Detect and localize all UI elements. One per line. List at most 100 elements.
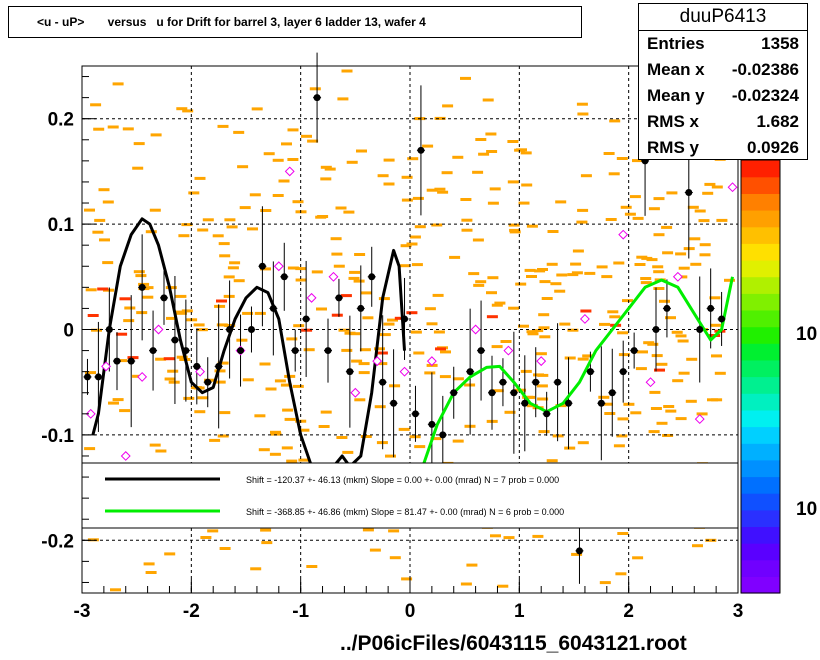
x-tick-label: 3 [733,601,744,622]
hist-cell [94,218,106,222]
hist-cell [437,190,449,194]
hist-cell [650,407,662,410]
hist-cell [214,304,226,308]
hist-cell [491,303,503,307]
profile-marker [113,357,121,365]
hist-cell [675,417,687,421]
palette-swatch [741,493,780,511]
profile-marker [521,399,529,407]
hist-cell [632,216,644,220]
profile-marker [105,326,113,333]
hist-cell [132,166,144,170]
hist-cell [412,196,424,200]
hist-cell [526,224,538,228]
hist-cell [309,87,321,91]
profile-marker [608,389,616,397]
profile-marker [652,326,660,333]
hist-cell [324,167,336,171]
hist-cell [102,200,114,204]
hist-cell [318,425,330,428]
hist-cell [278,179,290,183]
palette-swatch [741,376,780,394]
palette-swatch [741,226,780,244]
color-palette: 10 10 [740,159,817,594]
hist-cell [500,340,512,343]
hist-cell [236,338,248,342]
hist-cell [686,357,698,361]
colorbar-label: 10 [796,324,817,345]
hist-cell [242,311,254,315]
profile-marker [586,368,594,376]
hist-cell [351,359,363,363]
hist-cell [635,367,647,371]
stats-value: 1.682 [756,112,799,131]
palette-swatch [741,526,780,544]
stats-value: 1358 [761,34,799,53]
profile-marker [575,547,583,555]
open-marker [328,271,339,282]
hist-cell [239,206,251,210]
fit-curve-1 [91,217,406,463]
hist-cell [406,311,418,315]
hist-cell [237,165,249,169]
hist-cell [616,157,628,160]
palette-swatch [741,459,780,478]
hist-cell [472,238,484,242]
hist-cell [360,291,372,295]
hist-cell [116,332,128,336]
hist-cell [354,398,366,402]
hist-cell [259,362,271,366]
hist-cell [422,144,434,148]
open-marker [694,414,705,425]
stats-row-entries: Entries 1358 [639,31,807,57]
hist-cell [374,347,385,351]
hist-cell [209,438,221,442]
open-marker [273,261,284,272]
hist-cell [577,441,589,445]
hist-cell [398,427,410,431]
profile-marker [171,336,179,344]
hist-cell [598,395,610,399]
hist-cell [188,191,200,195]
palette-swatch [741,293,780,311]
open-marker [426,356,437,367]
hist-cell [461,218,473,222]
hist-cell [401,175,413,179]
legend-text: Shift = -120.37 +- 46.13 (mkm) Slope = 0… [246,475,559,485]
hist-cell [546,262,558,266]
hist-cell [584,271,596,275]
hist-cell [214,380,226,384]
hist-cell [475,138,487,141]
stats-value: -0.02386 [731,60,799,79]
hist-cell [452,155,464,159]
palette-swatch [741,443,780,461]
hist-cell [486,315,498,319]
hist-cell [572,249,584,253]
hist-cell [704,182,716,186]
hist-cell [491,345,503,349]
hist-cell [567,273,579,277]
hist-cell [652,265,664,269]
stats-value: 0.0926 [747,138,799,157]
hist-cell [293,324,305,328]
hist-cell [649,390,661,394]
hist-cell [550,282,562,286]
hist-cell [441,171,453,175]
hist-cell [216,299,227,303]
hist-cell [292,200,304,204]
hist-cell [567,328,579,332]
hist-cell [554,289,566,293]
fit-curves [91,217,734,463]
hist-cell [555,200,567,204]
hist-cell [539,335,551,339]
hist-cell [432,293,444,297]
hist-cell [272,158,284,162]
hist-cell [122,127,134,131]
hist-cell [547,230,559,233]
hist-cell [539,280,551,284]
profile-marker [630,347,638,355]
hist-cell [337,97,349,101]
hist-cell [333,264,345,268]
fit-curve-2 [422,276,734,463]
hist-cell [316,307,327,311]
